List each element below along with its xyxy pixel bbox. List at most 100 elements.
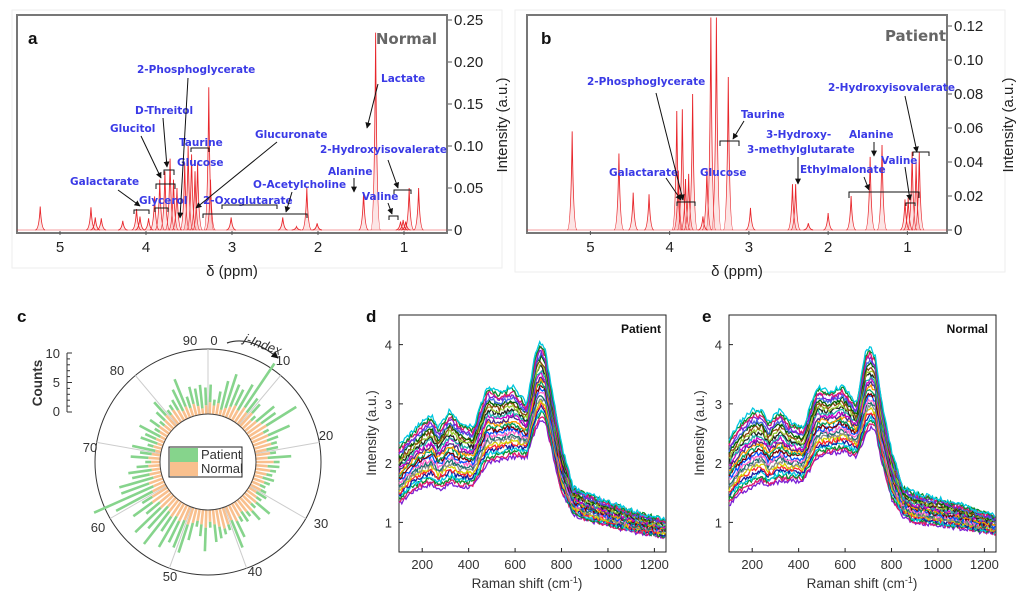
polar-bar-normal — [196, 509, 201, 522]
polar-bar-normal — [159, 430, 168, 438]
annotation-valine: Valine — [362, 191, 398, 203]
nmr-peak — [876, 144, 888, 231]
polar-bar-normal — [227, 504, 238, 522]
polar-bar-patient — [132, 501, 154, 518]
polar-bar-patient — [267, 424, 291, 437]
polar-bar-normal — [168, 499, 180, 513]
polar-bar-patient — [212, 399, 216, 406]
polar-bar-normal — [246, 422, 262, 435]
nmr-peak — [899, 199, 911, 231]
y-axis-d: 1 2 3 4 — [385, 338, 403, 530]
polar-bar-patient — [266, 435, 279, 442]
annotation-taurine: Taurine — [179, 137, 223, 149]
polar-bar-normal — [233, 406, 246, 423]
annotation-3-methylglutarate: 3-methylglutarate — [747, 144, 855, 156]
polar-bar-patient — [198, 384, 204, 409]
polar-bar-patient — [147, 443, 154, 448]
polar-bar-normal — [159, 491, 173, 504]
nmr-peak — [823, 212, 834, 231]
nmr-peak — [35, 206, 46, 231]
polar-bar-patient — [250, 415, 257, 422]
polar-bar-patient — [159, 420, 166, 427]
group-label-patient-d: Patient — [621, 322, 661, 336]
panel-a-frame — [11, 9, 503, 269]
polar-bar-patient — [171, 399, 180, 411]
annotation-valine-b: Valine — [881, 155, 917, 167]
polar-bar-normal — [255, 451, 271, 457]
polar-bar-normal — [176, 409, 186, 422]
polar-bar-patient — [168, 404, 174, 411]
nmr-peak — [711, 17, 722, 231]
y-tick-label: 0.04 — [954, 154, 983, 171]
y-tick-label: 1 — [715, 515, 722, 530]
nmr-peak — [149, 196, 160, 231]
polar-bar-normal — [151, 467, 161, 472]
nmr-peak — [613, 153, 625, 231]
polar-bar-patient — [236, 384, 254, 411]
polar-bar-patient — [144, 432, 157, 441]
panel-b: 5 4 3 2 1 0 0.02 0.04 0.06 0.08 0.10 0.12 b Patien… — [514, 9, 1017, 280]
polar-bar-patient — [198, 524, 203, 537]
polar-bar-normal — [253, 442, 272, 451]
polar-bar-normal — [170, 414, 180, 425]
polar-bar-normal — [221, 407, 227, 417]
nmr-peak — [698, 216, 708, 231]
nmr-peak — [154, 179, 166, 231]
nmr-peak — [312, 223, 322, 231]
polar-bar-patient — [142, 510, 171, 545]
nmr-peak — [910, 161, 922, 231]
nmr-peak — [787, 184, 798, 231]
polar-bar-normal — [246, 489, 258, 499]
polar-bar-normal — [249, 483, 262, 492]
annotation-lactate: Lactate — [381, 73, 425, 85]
polar-bar-normal — [243, 420, 257, 433]
x-tick-label: 400 — [788, 557, 810, 572]
angular-tick-label: 50 — [163, 569, 177, 584]
polar-bar-normal — [167, 496, 177, 508]
polar-bar-normal — [152, 480, 165, 488]
polar-bar-normal — [184, 406, 192, 418]
annotation-arrows-b — [655, 92, 930, 206]
polar-bar-patient — [219, 380, 230, 411]
nmr-peak — [96, 218, 107, 231]
polar-bar-patient — [234, 389, 245, 407]
polar-bar-patient — [224, 373, 238, 409]
annotation-2-phosphoglycerate: 2-Phosphoglycerate — [137, 64, 255, 76]
polar-bar-normal — [148, 464, 161, 468]
panel-label-e: e — [702, 307, 711, 326]
x-tick-label: 800 — [881, 557, 903, 572]
counts-tick-0: 0 — [53, 404, 60, 419]
nmr-peak — [203, 87, 215, 231]
annotation-3-hydroxy: 3-Hydroxy- — [766, 129, 831, 141]
polar-bar-patient — [131, 473, 150, 480]
polar-bar-patient — [230, 519, 244, 549]
nmr-peak — [205, 179, 216, 231]
polar-bar-normal — [215, 509, 221, 527]
y-axis-a: 0 0.05 0.10 0.15 0.20 0.25 — [448, 12, 483, 239]
y-axis-e: 1 2 3 4 — [715, 338, 733, 530]
radial-gridline — [249, 485, 307, 519]
panel-label-b: b — [541, 29, 551, 48]
group-label-normal: Normal — [376, 30, 437, 48]
nmr-peak — [226, 217, 237, 231]
polar-bar-normal — [227, 405, 237, 420]
nmr-peak — [117, 220, 128, 231]
polar-bar-normal — [236, 411, 248, 425]
polar-bar-normal — [200, 509, 205, 525]
annotation-2-oxoglutarate: 2-Oxoglutarate — [203, 195, 293, 207]
legend-label-patient: Patient — [201, 447, 242, 462]
y-tick-label: 0.25 — [454, 12, 483, 29]
polar-bar-patient — [260, 488, 267, 494]
raman-spectrum-line — [398, 340, 666, 522]
radial-gridline — [223, 506, 248, 569]
polar-bar-normal — [183, 506, 192, 521]
x-tick-label: 800 — [551, 557, 573, 572]
polar-bar-normal — [218, 508, 226, 529]
polar-bar-normal — [171, 409, 183, 423]
polar-bar-normal — [201, 408, 205, 415]
polar-bar-normal — [255, 467, 271, 473]
polar-bar-normal — [189, 407, 195, 417]
nmr-peak — [159, 171, 171, 231]
y-axis-title-d: Intensity (a.u.) — [364, 390, 379, 476]
polar-bar-patient — [262, 476, 275, 483]
